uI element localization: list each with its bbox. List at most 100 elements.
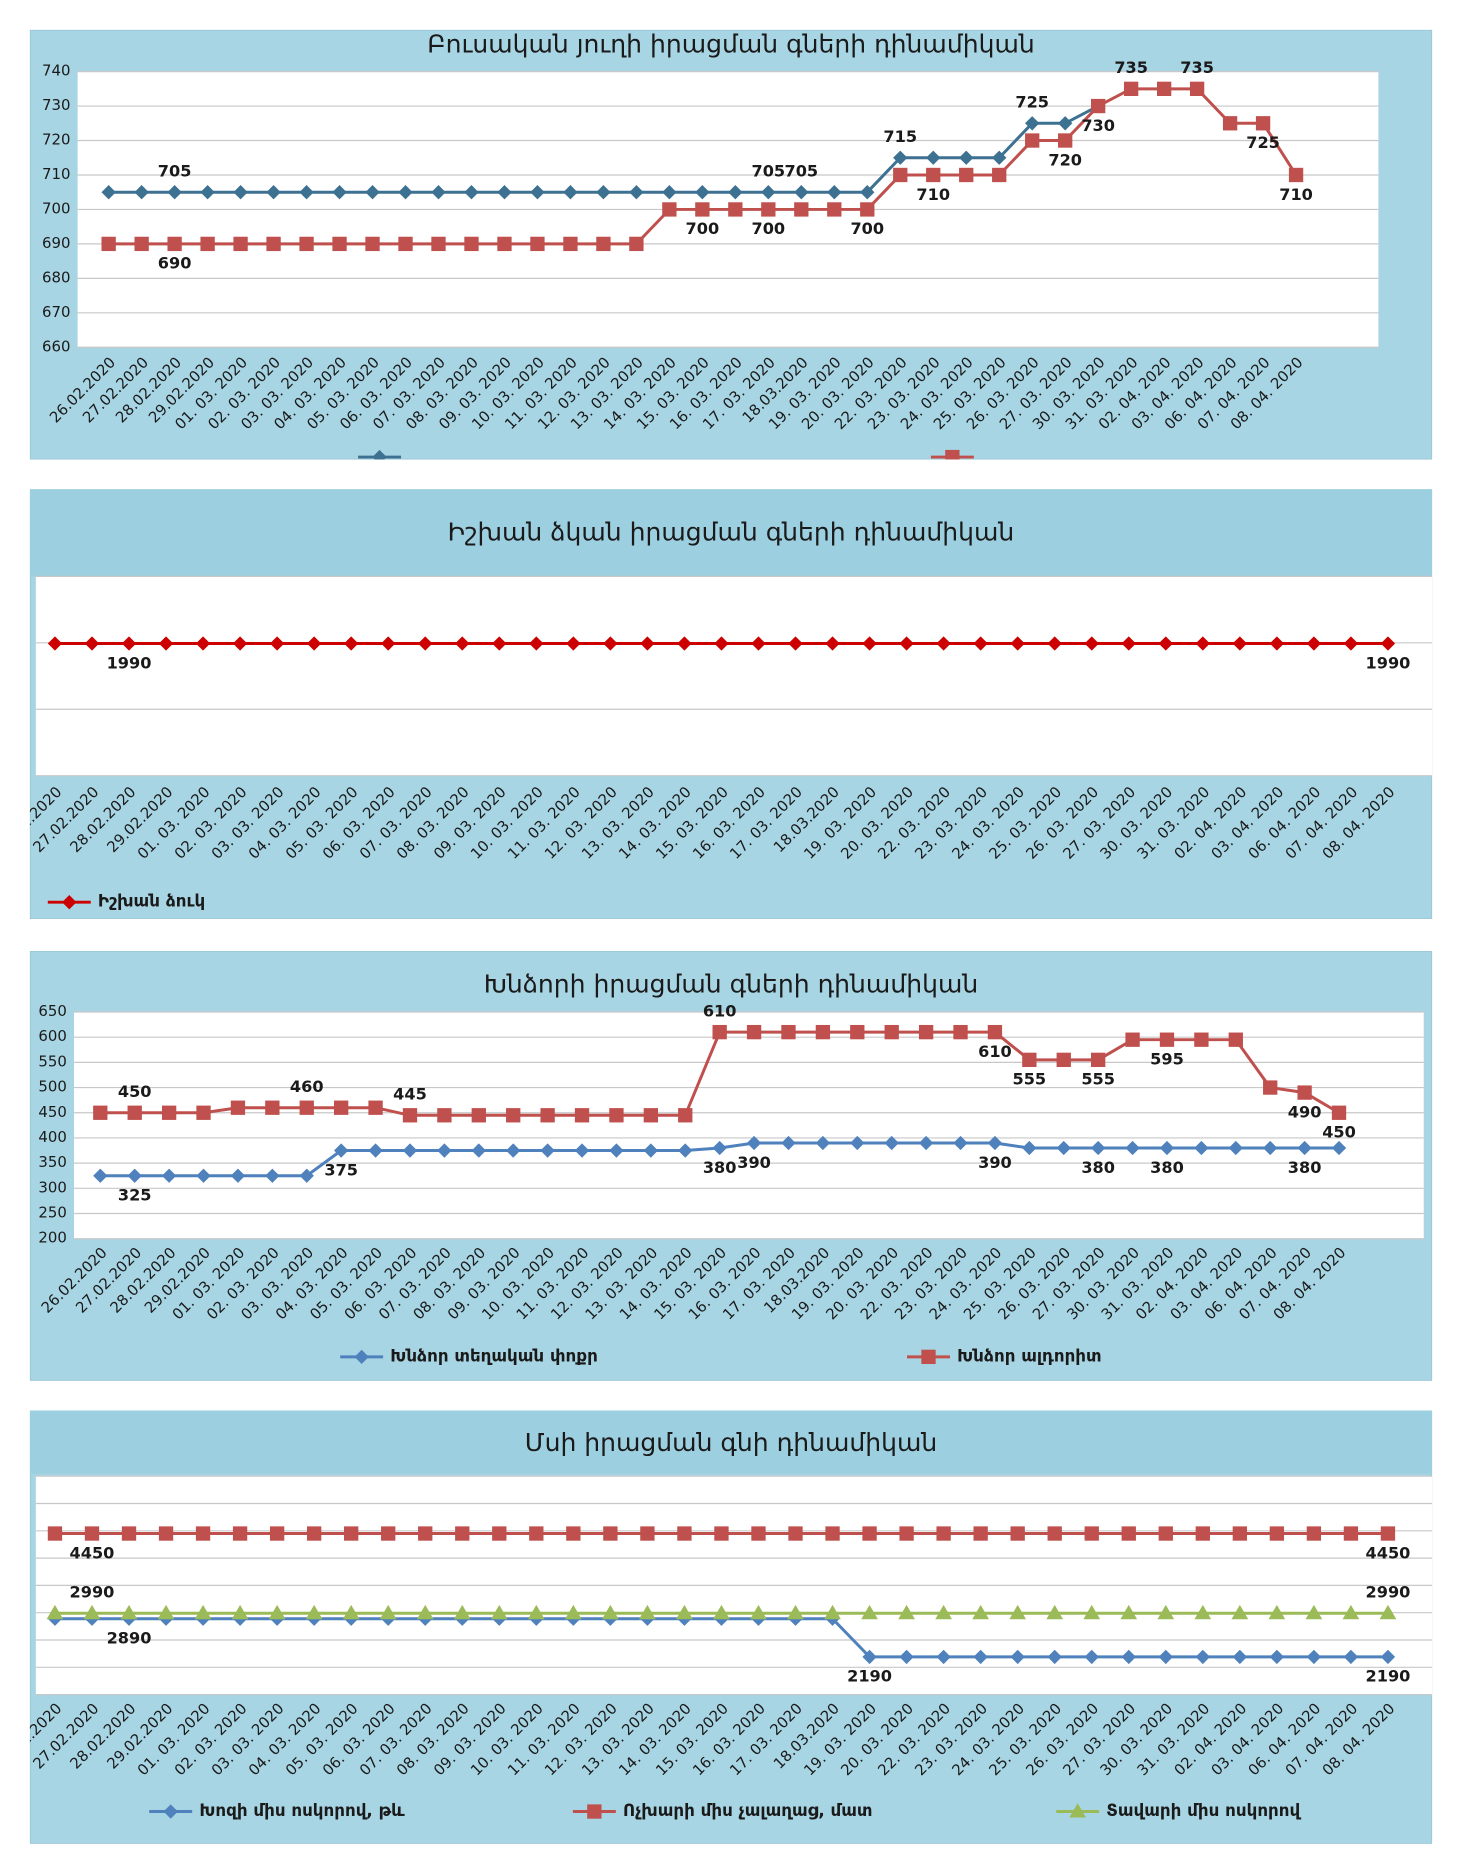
data-label: 735 xyxy=(1114,58,1148,77)
marker-square xyxy=(827,202,842,217)
marker-square xyxy=(196,1105,211,1120)
chart-panel: Մսի իրացման գնի դինամիկան26.02.202027.02… xyxy=(29,1410,1433,1844)
marker-square xyxy=(987,1024,1003,1040)
marker-diamond xyxy=(714,636,729,651)
marker-square xyxy=(1297,1085,1312,1100)
data-label: 735 xyxy=(1180,58,1214,77)
marker-square xyxy=(266,236,281,252)
marker-triangle xyxy=(231,1604,249,1620)
marker-square xyxy=(1228,1032,1243,1047)
legend-label: Խնձոր տեղական փոքր xyxy=(390,1345,598,1365)
marker-triangle xyxy=(46,1604,64,1620)
data-label: 705 xyxy=(158,161,192,180)
marker-diamond xyxy=(566,636,581,651)
data-label: 450 xyxy=(1322,1123,1356,1142)
data-label: 725 xyxy=(1015,93,1049,112)
plot-area xyxy=(35,576,1433,776)
marker-diamond xyxy=(381,636,396,651)
data-label: 390 xyxy=(737,1153,771,1172)
marker-square xyxy=(230,1100,246,1115)
marker-square xyxy=(662,202,677,217)
marker-square xyxy=(1156,81,1172,96)
marker-square xyxy=(959,167,974,183)
y-tick-label: 300 xyxy=(38,1178,66,1196)
marker-square xyxy=(464,236,479,252)
marker-diamond xyxy=(1121,636,1136,651)
marker-triangle xyxy=(120,1604,138,1620)
marker-square xyxy=(233,236,248,252)
marker-square xyxy=(850,1024,865,1040)
title-band xyxy=(29,1410,1433,1474)
marker-diamond xyxy=(603,636,618,651)
marker-square xyxy=(1022,1052,1037,1068)
y-tick-label: 650 xyxy=(38,1002,66,1020)
marker-triangle xyxy=(824,1604,841,1620)
marker-square xyxy=(936,1526,951,1541)
marker-square xyxy=(332,236,347,252)
marker-square xyxy=(678,1108,693,1123)
marker-square xyxy=(603,1526,618,1541)
marker-diamond xyxy=(127,1168,142,1183)
marker-diamond xyxy=(167,185,182,200)
marker-triangle xyxy=(1268,1604,1286,1620)
data-label: 1990 xyxy=(1366,653,1411,672)
marker-square xyxy=(365,236,380,252)
marker-diamond xyxy=(563,185,578,200)
marker-diamond xyxy=(265,1168,280,1183)
y-tick-label: 670 xyxy=(42,303,70,321)
marker-square xyxy=(712,1024,727,1040)
marker-triangle xyxy=(1046,1604,1064,1620)
data-label: 710 xyxy=(1279,185,1313,204)
data-label: 2990 xyxy=(1366,1582,1411,1601)
marker-square xyxy=(84,1526,100,1541)
marker-square xyxy=(643,1108,659,1123)
data-label: 700 xyxy=(752,219,786,238)
marker-triangle xyxy=(602,1604,619,1620)
marker-square xyxy=(200,236,215,252)
marker-square xyxy=(563,236,578,252)
marker-square xyxy=(529,1526,544,1541)
marker-square xyxy=(862,1526,877,1541)
marker-diamond xyxy=(1025,116,1040,131)
legend-label: Խոզի միս ոսկորով, թև xyxy=(199,1800,405,1820)
marker-triangle xyxy=(268,1604,286,1620)
marker-diamond xyxy=(794,185,809,200)
marker-square xyxy=(299,236,314,252)
marker-triangle xyxy=(1305,1604,1323,1620)
marker-square xyxy=(899,1526,914,1541)
marker-square xyxy=(973,1526,988,1541)
data-label: 705 xyxy=(752,161,786,180)
marker-square xyxy=(992,167,1007,183)
marker-square xyxy=(1158,1526,1173,1541)
legend-label: Խնձոր ալդորիտ xyxy=(957,1345,1101,1365)
marker-square xyxy=(761,202,776,217)
marker-square xyxy=(945,449,960,460)
data-label: 375 xyxy=(324,1160,358,1179)
marker-triangle xyxy=(1069,1803,1087,1818)
data-label: 2990 xyxy=(70,1582,115,1601)
marker-square xyxy=(794,202,809,217)
marker-square xyxy=(1123,81,1139,96)
data-label: 4450 xyxy=(70,1543,115,1562)
marker-diamond xyxy=(529,636,544,651)
marker-triangle xyxy=(379,1604,397,1620)
marker-diamond xyxy=(530,185,545,200)
marker-diamond xyxy=(973,636,988,651)
marker-diamond xyxy=(936,636,951,651)
chart-panel: Բուսական յուղի իրացման գների դինամիկան 66… xyxy=(29,29,1433,460)
data-label: 380 xyxy=(1288,1158,1322,1177)
marker-diamond xyxy=(200,185,215,200)
marker-square xyxy=(195,1526,211,1541)
y-tick-label: 660 xyxy=(42,337,70,355)
data-label: 2190 xyxy=(847,1667,892,1686)
marker-diamond xyxy=(230,1168,246,1183)
chart-title: Խնձորի իրացման գների դինամիկան xyxy=(484,970,978,999)
plot-area xyxy=(74,1011,1424,1239)
marker-diamond xyxy=(640,636,655,651)
marker-triangle xyxy=(787,1604,804,1620)
marker-triangle xyxy=(750,1604,767,1620)
marker-square xyxy=(596,236,611,252)
data-label: 700 xyxy=(686,219,720,238)
legend-label: Տավարի միս ոսկորով xyxy=(1106,1800,1301,1820)
marker-diamond xyxy=(825,636,840,651)
